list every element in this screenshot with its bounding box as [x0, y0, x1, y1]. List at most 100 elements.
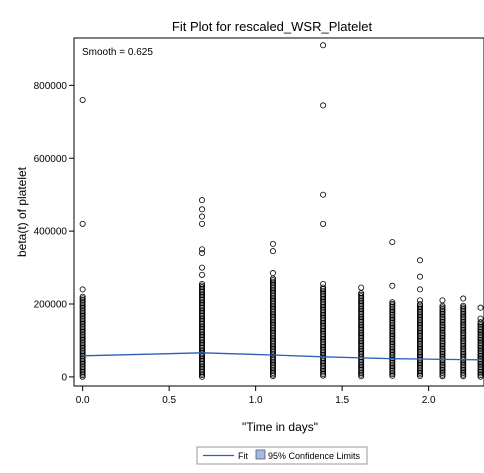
data-point-outlier [199, 220, 206, 227]
data-point [389, 364, 396, 371]
data-point [358, 317, 365, 324]
data-point [79, 364, 86, 371]
data-point [320, 364, 327, 371]
data-point-outlier [269, 240, 276, 247]
data-point-outlier [460, 295, 467, 302]
data-point [79, 348, 86, 355]
data-point [389, 308, 396, 315]
data-point [199, 295, 206, 302]
data-point [389, 342, 396, 349]
data-point [269, 289, 276, 296]
data-point [389, 356, 396, 363]
data-point [269, 283, 276, 290]
data-point [79, 320, 86, 327]
data-point [460, 310, 467, 317]
data-point [439, 370, 446, 377]
data-point [320, 308, 327, 315]
data-point [320, 329, 327, 336]
data-point [439, 366, 446, 373]
data-point [269, 313, 276, 320]
data-point [389, 369, 396, 376]
data-point [269, 357, 276, 364]
data-point [199, 357, 206, 364]
data-point [269, 345, 276, 352]
x-tick-label: 2.0 [422, 395, 436, 406]
data-point [79, 300, 86, 307]
data-point-outlier [416, 257, 423, 264]
data-point [358, 336, 365, 343]
data-point [199, 309, 206, 316]
data-point [358, 341, 365, 348]
data-point [358, 373, 365, 380]
data-point [269, 331, 276, 338]
data-point [358, 326, 365, 333]
data-point [460, 334, 467, 341]
y-tick-label: 200000 [34, 300, 68, 311]
data-point [358, 302, 365, 309]
data-point [416, 305, 423, 312]
data-point [460, 318, 467, 325]
data-point [358, 320, 365, 327]
data-point [460, 326, 467, 333]
data-point [439, 346, 446, 353]
data-point [269, 285, 276, 292]
data-point [320, 284, 327, 291]
data-point [199, 370, 206, 377]
data-point [79, 370, 86, 377]
data-point [79, 316, 86, 323]
data-point [389, 332, 396, 339]
data-point-outlier [199, 213, 206, 220]
data-point [416, 361, 423, 368]
data-point [358, 312, 365, 319]
data-point [269, 321, 276, 328]
data-point [477, 356, 484, 363]
x-axis-label: "Time in days" [242, 420, 318, 434]
data-point [477, 349, 484, 356]
data-point [416, 329, 423, 336]
data-point [477, 340, 484, 347]
data-point-outlier [320, 191, 327, 198]
data-point [79, 336, 86, 343]
data-point [358, 366, 365, 373]
data-point [79, 362, 86, 369]
data-point [199, 333, 206, 340]
data-point [320, 337, 327, 344]
x-tick-label: 0.5 [162, 395, 176, 406]
y-axis: 0 200000 400000 600000 800000 [34, 81, 74, 383]
data-point [460, 320, 467, 327]
data-point [460, 362, 467, 369]
data-point [269, 347, 276, 354]
data-point [477, 327, 484, 334]
data-point [460, 322, 467, 329]
data-point-outlier [269, 248, 276, 255]
data-point [389, 324, 396, 331]
data-point [269, 297, 276, 304]
data-point [416, 345, 423, 352]
data-point [199, 312, 206, 319]
data-point [389, 348, 396, 355]
chart-title: Fit Plot for rescaled_WSR_Platelet [172, 19, 373, 34]
data-point [358, 370, 365, 377]
data-point [389, 371, 396, 378]
data-point [320, 313, 327, 320]
data-point [269, 307, 276, 314]
data-point [320, 355, 327, 362]
data-point [477, 357, 484, 364]
data-point [79, 312, 86, 319]
data-point [477, 372, 484, 379]
data-point [389, 335, 396, 342]
data-point [358, 294, 365, 301]
data-point [416, 371, 423, 378]
data-point [320, 299, 327, 306]
data-point [269, 315, 276, 322]
data-point [416, 310, 423, 317]
data-point [389, 303, 396, 310]
data-point [199, 303, 206, 310]
data-point [477, 332, 484, 339]
fit-line [82, 352, 481, 361]
data-point [320, 289, 327, 296]
data-point-outlier [199, 246, 206, 253]
data-point [79, 332, 86, 339]
data-point [389, 319, 396, 326]
data-point [79, 344, 86, 351]
